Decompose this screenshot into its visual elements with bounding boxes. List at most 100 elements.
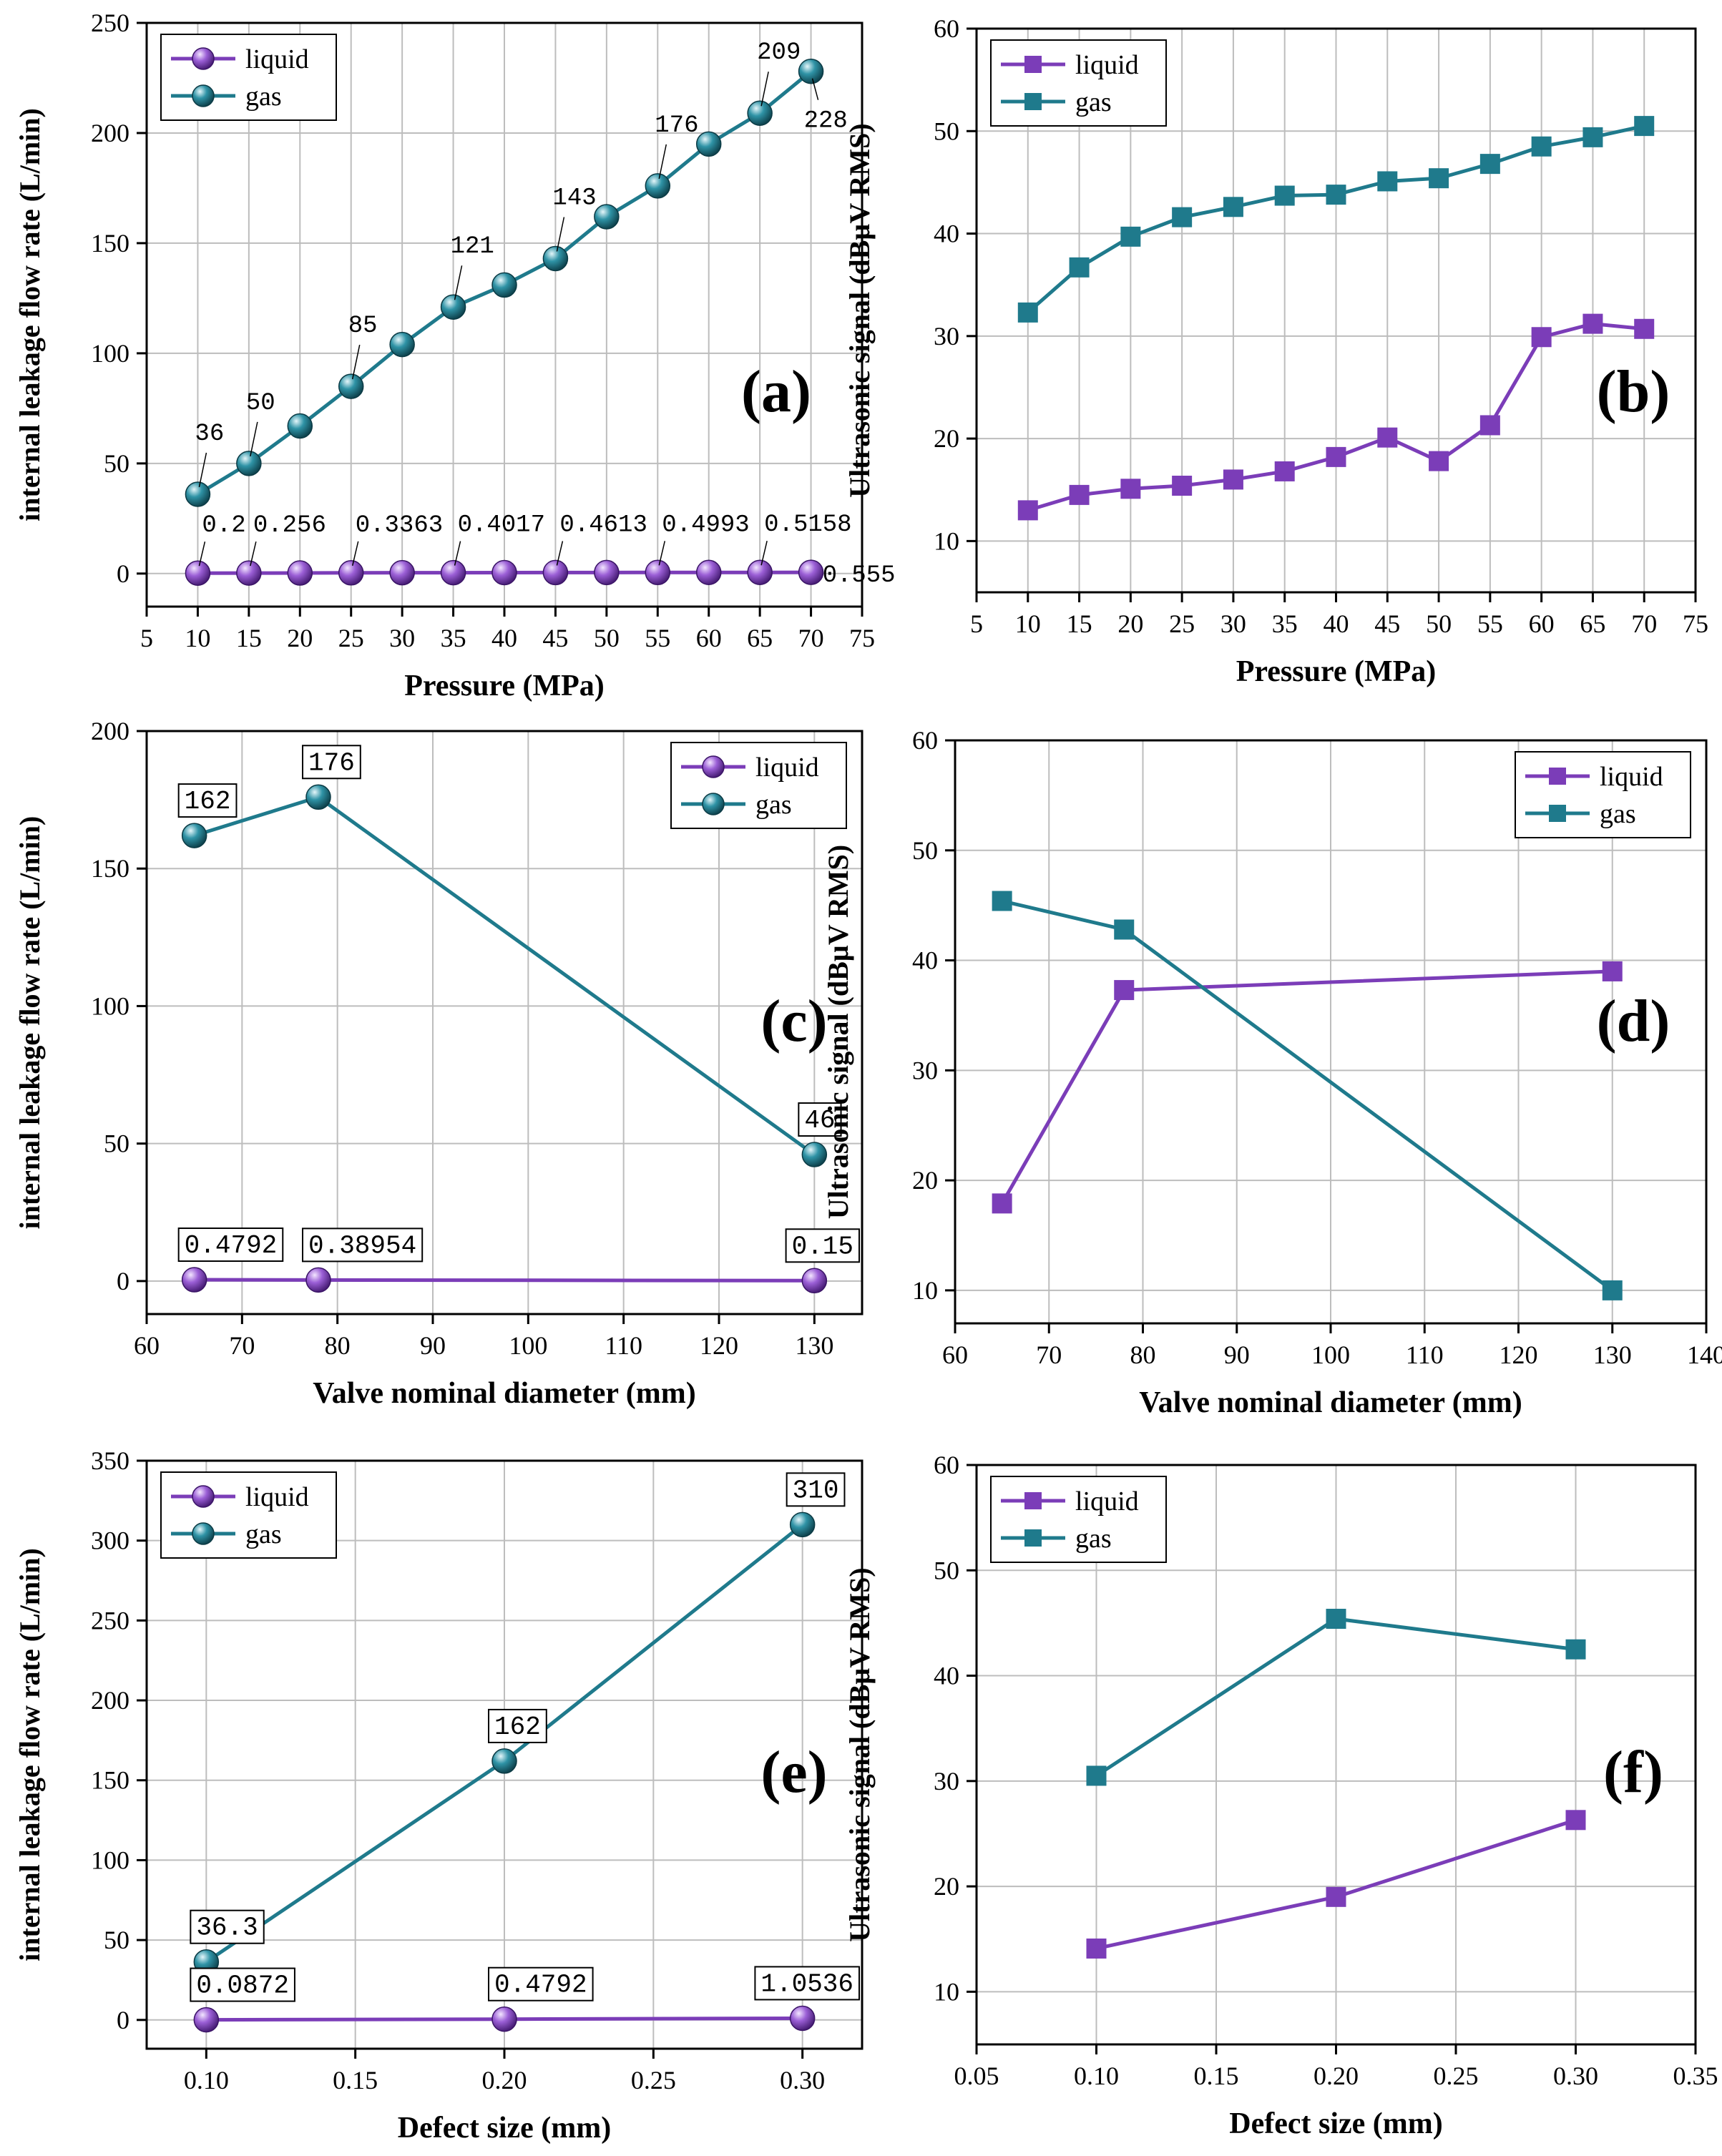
grid: [977, 1465, 1696, 2044]
x-tick-label: 110: [605, 1331, 642, 1360]
liquid-marker: [747, 559, 773, 585]
data-label-text: 0.4792: [494, 1971, 587, 2000]
legend-box: [160, 1471, 337, 1559]
y-axis-title: Ultrasonic signal (dBµV RMS): [822, 845, 854, 1219]
liquid-marker: [1069, 484, 1090, 505]
x-tick-label: 0.05: [954, 2062, 999, 2090]
liquid-marker: [1602, 961, 1623, 981]
data-label-leader: [250, 541, 257, 567]
data-label: 0.4792: [177, 1228, 284, 1263]
legend-box: [1515, 751, 1691, 838]
data-label: 121: [451, 233, 494, 300]
legend: liquid gas: [990, 39, 1167, 127]
data-label-box: [190, 1909, 265, 1944]
y-tick-label: 10: [912, 1276, 938, 1305]
data-label: 0.15: [785, 1228, 860, 1263]
data-label-leader: [454, 265, 463, 300]
series-gas: [1017, 116, 1655, 323]
gas-marker: [1582, 127, 1603, 147]
x-tick-label: 70: [1631, 609, 1657, 638]
data-label-text: 0.5158: [764, 511, 851, 539]
data-label-text: 176: [308, 748, 355, 778]
gas-marker: [181, 823, 207, 848]
series-gas: [992, 891, 1623, 1300]
gas-marker: [1114, 919, 1135, 940]
x-tick-label: 0.20: [482, 2066, 527, 2094]
data-label: 162: [488, 1708, 547, 1743]
data-label: 162: [177, 783, 238, 818]
data-label-box: [190, 1967, 295, 2002]
y-tick-label: 10: [934, 1977, 959, 2006]
x-tick-label: 35: [441, 624, 466, 652]
y-tick-label: 50: [104, 1926, 129, 1954]
series-liquid: [1017, 313, 1655, 521]
gas-marker: [1223, 197, 1243, 217]
liquid-marker: [1024, 56, 1042, 73]
liquid-marker: [440, 559, 466, 586]
data-label-text: 0.4613: [559, 511, 647, 539]
y-tick-label: 150: [91, 854, 129, 883]
x-tick-label: 75: [849, 624, 875, 652]
x-axis-title: Defect size (mm): [398, 2112, 611, 2145]
data-label: 209: [757, 39, 801, 107]
y-tick-label: 0: [117, 2006, 129, 2034]
series-liquid: [193, 2005, 816, 2033]
x-tick-label: 110: [1406, 1341, 1444, 1369]
chart-b: 5 10 15 20 25 30 35 40 45 50 55 60 65 70 75 10 20 30 40 50 6…: [843, 14, 1708, 688]
y-tick-label: 50: [104, 449, 129, 478]
chart-e: 0.10 0.15 0.20 0.25 0.30 0 50 100 150 200 250 300 35…: [14, 1446, 864, 2145]
legend-box: [990, 39, 1167, 127]
data-label-text: 121: [451, 233, 494, 260]
data-label: 46: [798, 1102, 842, 1137]
x-tick-label: 0.25: [631, 2066, 676, 2094]
liquid-marker: [1172, 475, 1193, 496]
y-tick-label: 40: [934, 220, 959, 248]
data-label: 143: [552, 185, 597, 252]
data-label: 0.4017: [454, 512, 545, 566]
y-tick-label: 50: [934, 117, 959, 145]
x-tick-label: 25: [338, 624, 364, 652]
x-axis-title: Defect size (mm): [1229, 2107, 1442, 2140]
data-label: 0.3363: [351, 512, 443, 566]
y-tick-label: 200: [91, 119, 129, 147]
data-label: 176: [655, 112, 699, 180]
x-axis-title: Pressure (MPa): [404, 670, 605, 702]
gas-marker: [491, 1748, 517, 1774]
x-tick-label: 30: [389, 624, 415, 652]
x-tick-label: 65: [1580, 609, 1605, 638]
data-label-box: [302, 1228, 424, 1263]
gas-marker: [491, 272, 517, 298]
series-liquid: [181, 1267, 828, 1294]
legend: liquid gas: [670, 742, 847, 829]
chart-a: 5 10 15 20 25 30 35 40 45 50 55 60 65 70 75 0 50 100 150 20…: [14, 9, 896, 702]
x-tick-label: 5: [140, 624, 153, 652]
gas-marker: [992, 891, 1012, 911]
x-tick-label: 140: [1687, 1341, 1722, 1369]
data-label-text: 0.256: [253, 512, 326, 539]
data-label-leader: [250, 421, 258, 457]
data-label: 176: [302, 745, 361, 780]
x-tick-label: 0.20: [1313, 2062, 1359, 2090]
legend-label: gas: [1075, 87, 1112, 117]
gas-marker: [1120, 226, 1141, 247]
x-tick-label: 80: [325, 1331, 351, 1360]
x-tick-label: 50: [594, 624, 620, 652]
liquid-marker: [1326, 446, 1346, 467]
legend-label: liquid: [1075, 1486, 1139, 1516]
data-label: 36.3: [190, 1909, 265, 1944]
data-label-text: 310: [793, 1476, 839, 1505]
data-label-text: 0.4017: [458, 512, 545, 539]
x-tick-label: 5: [970, 609, 983, 638]
data-label-text: 0.4792: [185, 1231, 278, 1260]
y-tick-label: 20: [912, 1166, 938, 1195]
x-tick-label: 70: [229, 1331, 255, 1360]
gas-marker: [1479, 154, 1500, 175]
y-tick-label: 60: [934, 14, 959, 43]
series-liquid: [1086, 1810, 1586, 1959]
legend-label: gas: [1600, 799, 1636, 829]
y-tick-label: 50: [104, 1130, 129, 1158]
x-tick-label: 0.15: [1194, 2062, 1239, 2090]
x-tick-label: 55: [1477, 609, 1503, 638]
x-tick-label: 45: [542, 624, 568, 652]
data-label-leader: [198, 452, 207, 488]
